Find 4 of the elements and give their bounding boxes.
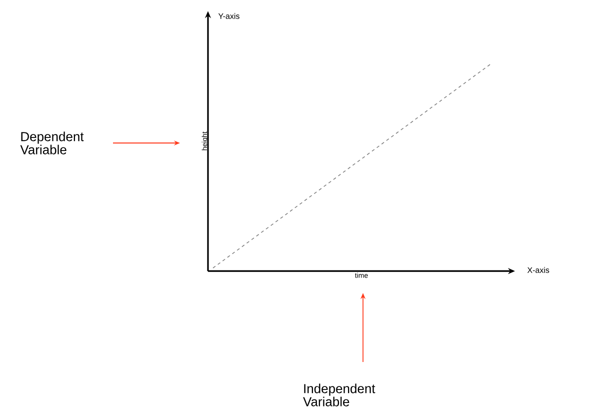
annotation: Dependent Variable (20, 132, 84, 154)
text: Independent Variable (303, 384, 376, 406)
text: Y-axis (218, 13, 240, 19)
annotation: X-axis (527, 267, 550, 273)
